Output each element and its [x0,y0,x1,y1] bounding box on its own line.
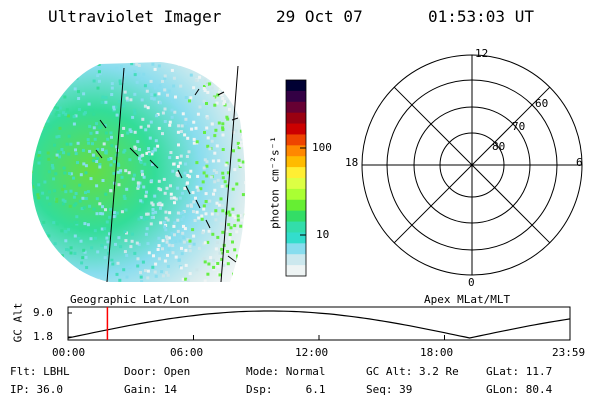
disk-boundary-line [220,65,239,283]
image-time: 01:53:03 UT [428,7,534,26]
colorbar-frame [285,79,307,277]
lat-label-80: 80 [492,140,506,153]
image-date: 29 Oct 07 [276,7,363,26]
colorbar-segment [286,80,306,92]
x-tick-label: 00:00 [52,346,86,359]
colorbar-segment [286,265,306,277]
x-tick-label: 06:00 [170,346,204,359]
timeline-left-title: Geographic Lat/Lon [70,293,190,306]
x-tick-label: 12:00 [295,346,329,359]
colorbar-segment [286,145,306,157]
colorbar [286,80,306,277]
info-dsp: Dsp: 6.1 [246,383,326,396]
lat-label-70: 70 [512,120,526,133]
colorbar-segment [286,188,306,201]
coastline-segments [95,88,239,263]
colorbar-segment [286,232,306,244]
colorbar-segment [286,210,306,223]
colorbar-segment [286,243,306,255]
colorbar-segment [286,178,306,190]
colorbar-unit-label: photon cm⁻²s⁻¹ [268,136,282,229]
colorbar-segment [286,167,306,179]
earth-disk-image [31,62,246,282]
info-mode: Mode: Normal [246,365,326,378]
instrument-title: Ultraviolet Imager [48,7,222,26]
colorbar-segment [286,101,306,114]
info-door: Door: Open [124,365,191,378]
mlt-label-18: 18 [345,156,359,169]
colorbar-tick-label-100: 100 [312,141,332,154]
timeline-ylabel: GC Alt [11,302,25,343]
info-glon: GLon: 80.4 [486,383,553,396]
x-tick-label: 18:00 [420,346,454,359]
mlt-label-12: 12 [475,47,489,60]
info-seq: Seq: 39 [366,383,413,396]
altitude-curve [67,310,571,339]
lat-label-60: 60 [535,97,549,110]
polar-grid [361,54,583,276]
colorbar-segment [286,90,306,103]
disk-boundary-line [106,67,125,283]
colorbar-segment [286,221,306,233]
colorbar-segment [286,112,306,125]
colorbar-segment [286,123,306,135]
info-gain: Gain: 14 [124,383,177,396]
x-tick-label: 23:59 [552,346,586,359]
timeline-x-ticks [67,335,571,340]
info-filter: Flt: LBHL [10,365,70,378]
mlt-label-6: 6 [576,156,583,169]
timeline-ytick-1.8: 1.8 [33,330,53,343]
info-ip: IP: 36.0 [10,383,63,396]
colorbar-segment [286,156,306,168]
mlt-label-0: 0 [468,276,475,289]
colorbar-segment [286,134,306,146]
colorbar-segment [286,254,306,266]
colorbar-tick-label-10: 10 [316,228,330,241]
timeline-right-title: Apex MLat/MLT [424,293,511,306]
info-gc-alt: GC Alt: 3.2 Re [366,365,459,378]
info-glat: GLat: 11.7 [486,365,553,378]
timeline-ytick-9: 9.0 [33,306,53,319]
colorbar-segment [286,199,306,212]
